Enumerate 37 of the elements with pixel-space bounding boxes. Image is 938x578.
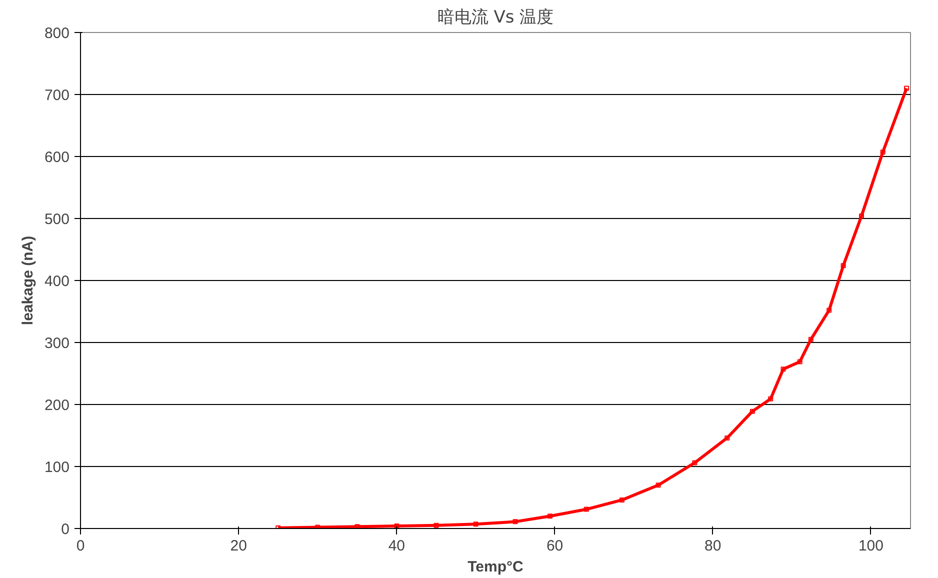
point — [434, 522, 439, 528]
y-tick-label: 700 — [44, 87, 70, 104]
y-tick-label: 800 — [44, 25, 70, 42]
y-axis-title: leakage (nA) — [19, 236, 36, 326]
point — [797, 359, 802, 364]
y-tick-label: 400 — [44, 273, 70, 290]
x-tick-label: 60 — [546, 538, 564, 554]
y-tick-label: 500 — [44, 211, 70, 228]
y-tick-label: 600 — [44, 149, 70, 166]
y-tick-label: 0 — [61, 521, 70, 538]
point — [584, 506, 589, 512]
point — [473, 522, 478, 527]
point — [692, 460, 698, 466]
y-tick-label: 100 — [44, 459, 70, 476]
point — [780, 366, 786, 372]
chart-title: 暗电流 Vs 温度 — [437, 8, 554, 28]
y-tick-label: 300 — [44, 335, 70, 352]
x-tick-label: 0 — [76, 538, 85, 554]
point — [724, 435, 730, 440]
point — [858, 214, 864, 219]
x-tick-label: 40 — [388, 538, 406, 554]
y-tick-label: 200 — [44, 397, 70, 414]
point — [904, 86, 910, 91]
point — [826, 308, 832, 313]
point — [880, 150, 886, 155]
x-tick-label: 80 — [704, 538, 722, 554]
x-axis-title: Temp°C — [468, 558, 524, 576]
point — [548, 514, 553, 519]
point — [750, 408, 755, 414]
point — [768, 396, 774, 402]
point — [512, 519, 518, 524]
point — [840, 263, 846, 268]
point — [808, 336, 814, 342]
point — [656, 482, 661, 488]
x-tick-label: 20 — [230, 538, 247, 554]
x-tick-label: 100 — [858, 538, 884, 554]
point — [619, 497, 624, 502]
